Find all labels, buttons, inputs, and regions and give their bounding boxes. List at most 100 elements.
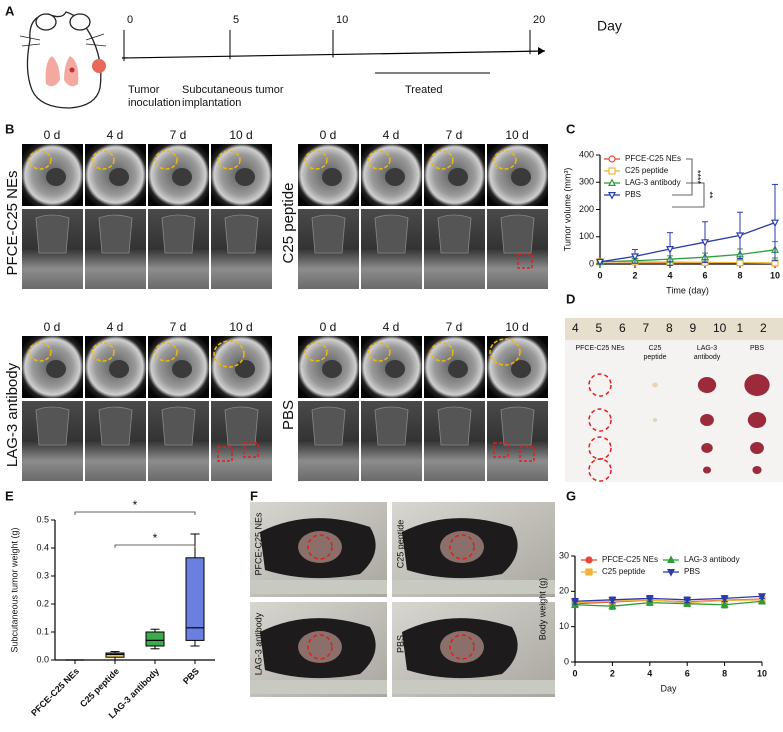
box — [185, 557, 205, 641]
y-tick-label: 0.0 — [36, 654, 49, 664]
tumor — [752, 466, 762, 474]
empty-site — [588, 458, 612, 482]
mouse-icon — [19, 11, 107, 109]
day-label: 10 d — [229, 320, 252, 334]
event-line: Tumor — [128, 84, 160, 96]
day-label: 7 d — [170, 320, 187, 334]
legend-label: LAG-3 antibody — [625, 178, 681, 187]
photo-label: PBS — [395, 635, 405, 653]
legend-label: C25 peptide — [625, 166, 669, 175]
legend-label: PBS — [684, 567, 700, 576]
tumor-group-label: PFCE-C25 NEs — [575, 345, 625, 352]
x-tick-label: C25 peptide — [78, 666, 121, 709]
photo-label: PFCE-C25 NEs — [253, 512, 263, 576]
ribcage — [224, 406, 259, 446]
tumor-photo — [565, 318, 783, 482]
legend-marker — [667, 568, 675, 577]
ruler-number: 2 — [760, 321, 767, 335]
tumor-group-label: C25 peptide — [644, 345, 667, 361]
sig-bracket — [114, 544, 196, 548]
label-line: PFCE-C25 NEs — [575, 345, 625, 352]
legend-label: PFCE-C25 NEs — [625, 154, 681, 163]
empty-site — [588, 373, 612, 397]
tumor — [652, 382, 658, 388]
timeline-tick-label: 5 — [233, 14, 239, 26]
box — [145, 631, 165, 647]
timeline-event: Tumor inoculation — [128, 84, 181, 109]
event-line: Subcutaneous tumor — [182, 84, 284, 96]
ribcage — [224, 214, 259, 254]
tumor-outline — [430, 150, 454, 170]
day-label: 10 d — [505, 128, 528, 142]
day-label: 7 d — [446, 128, 463, 142]
mri-heart — [172, 360, 192, 378]
x-tick-label: 6 — [702, 270, 707, 280]
ruler-number: 5 — [596, 321, 603, 335]
group-label: C25 peptide — [280, 183, 297, 264]
day-label: 7 d — [446, 320, 463, 334]
mri-heart — [511, 168, 531, 186]
label-line: PBS — [750, 345, 764, 352]
marker — [571, 598, 579, 606]
timeline-event: Treated — [405, 84, 443, 96]
marker — [720, 600, 729, 608]
tumor — [697, 377, 717, 393]
day-label: 10 d — [229, 128, 252, 142]
marker — [771, 219, 779, 228]
tumor-site — [307, 534, 333, 560]
marker — [683, 596, 692, 605]
day-label: 10 d — [505, 320, 528, 334]
tumor-group-label: LAG-3 antibody — [694, 345, 721, 361]
ruler — [565, 318, 783, 340]
marker — [701, 239, 709, 247]
panel-label: F — [250, 488, 258, 503]
day-label: 4 d — [107, 128, 124, 142]
x-axis-label: Day — [660, 683, 677, 693]
tumor-outline — [367, 342, 391, 362]
lesion-box — [217, 446, 233, 462]
mri-heart — [448, 360, 468, 378]
tumor-outline — [430, 342, 454, 362]
label-line: LAG-3 — [697, 345, 717, 352]
legend-label: LAG-3 antibody — [684, 555, 740, 564]
marker — [736, 259, 744, 267]
tumor-outline — [304, 150, 328, 170]
significance: **** — [693, 170, 703, 185]
tumor-outline — [217, 150, 241, 170]
ribcage — [500, 214, 535, 254]
mri-heart — [172, 168, 192, 186]
day-label: 0 d — [44, 128, 61, 142]
panel-label: A — [5, 3, 15, 18]
x-tick-label: 2 — [610, 668, 615, 678]
x-tick-label: 10 — [770, 270, 780, 280]
marker — [736, 232, 744, 240]
day-label: 0 d — [320, 128, 337, 142]
y-tick-label: 0 — [589, 258, 594, 268]
marker — [645, 595, 654, 603]
panel-label: E — [5, 488, 14, 503]
event-line: inoculation — [128, 97, 181, 109]
tumor-site — [449, 534, 475, 560]
x-tick-label: 10 — [757, 668, 767, 678]
tumor — [747, 412, 767, 428]
marker — [608, 601, 617, 610]
x-tick-label: 8 — [737, 270, 742, 280]
y-tick-label: 0 — [564, 656, 569, 666]
ribcage — [437, 214, 472, 254]
shaved-skin — [440, 631, 484, 663]
ribcage — [98, 214, 133, 254]
mri-heart — [385, 360, 405, 378]
tumor-outline — [91, 150, 115, 170]
marker — [608, 596, 617, 605]
ruler-number: 9 — [690, 321, 697, 335]
legend-marker — [667, 555, 675, 564]
x-tick-label: PBS — [181, 666, 201, 686]
timeline-event: Subcutaneous tumor implantation — [182, 84, 284, 109]
ruler-number: 6 — [619, 321, 626, 335]
ruler-number: 4 — [572, 321, 579, 335]
sig-bracket — [672, 158, 693, 196]
series-line — [599, 249, 776, 263]
ribcage — [161, 406, 196, 446]
event-line: implantation — [182, 97, 241, 109]
day-label: 7 d — [170, 128, 187, 142]
